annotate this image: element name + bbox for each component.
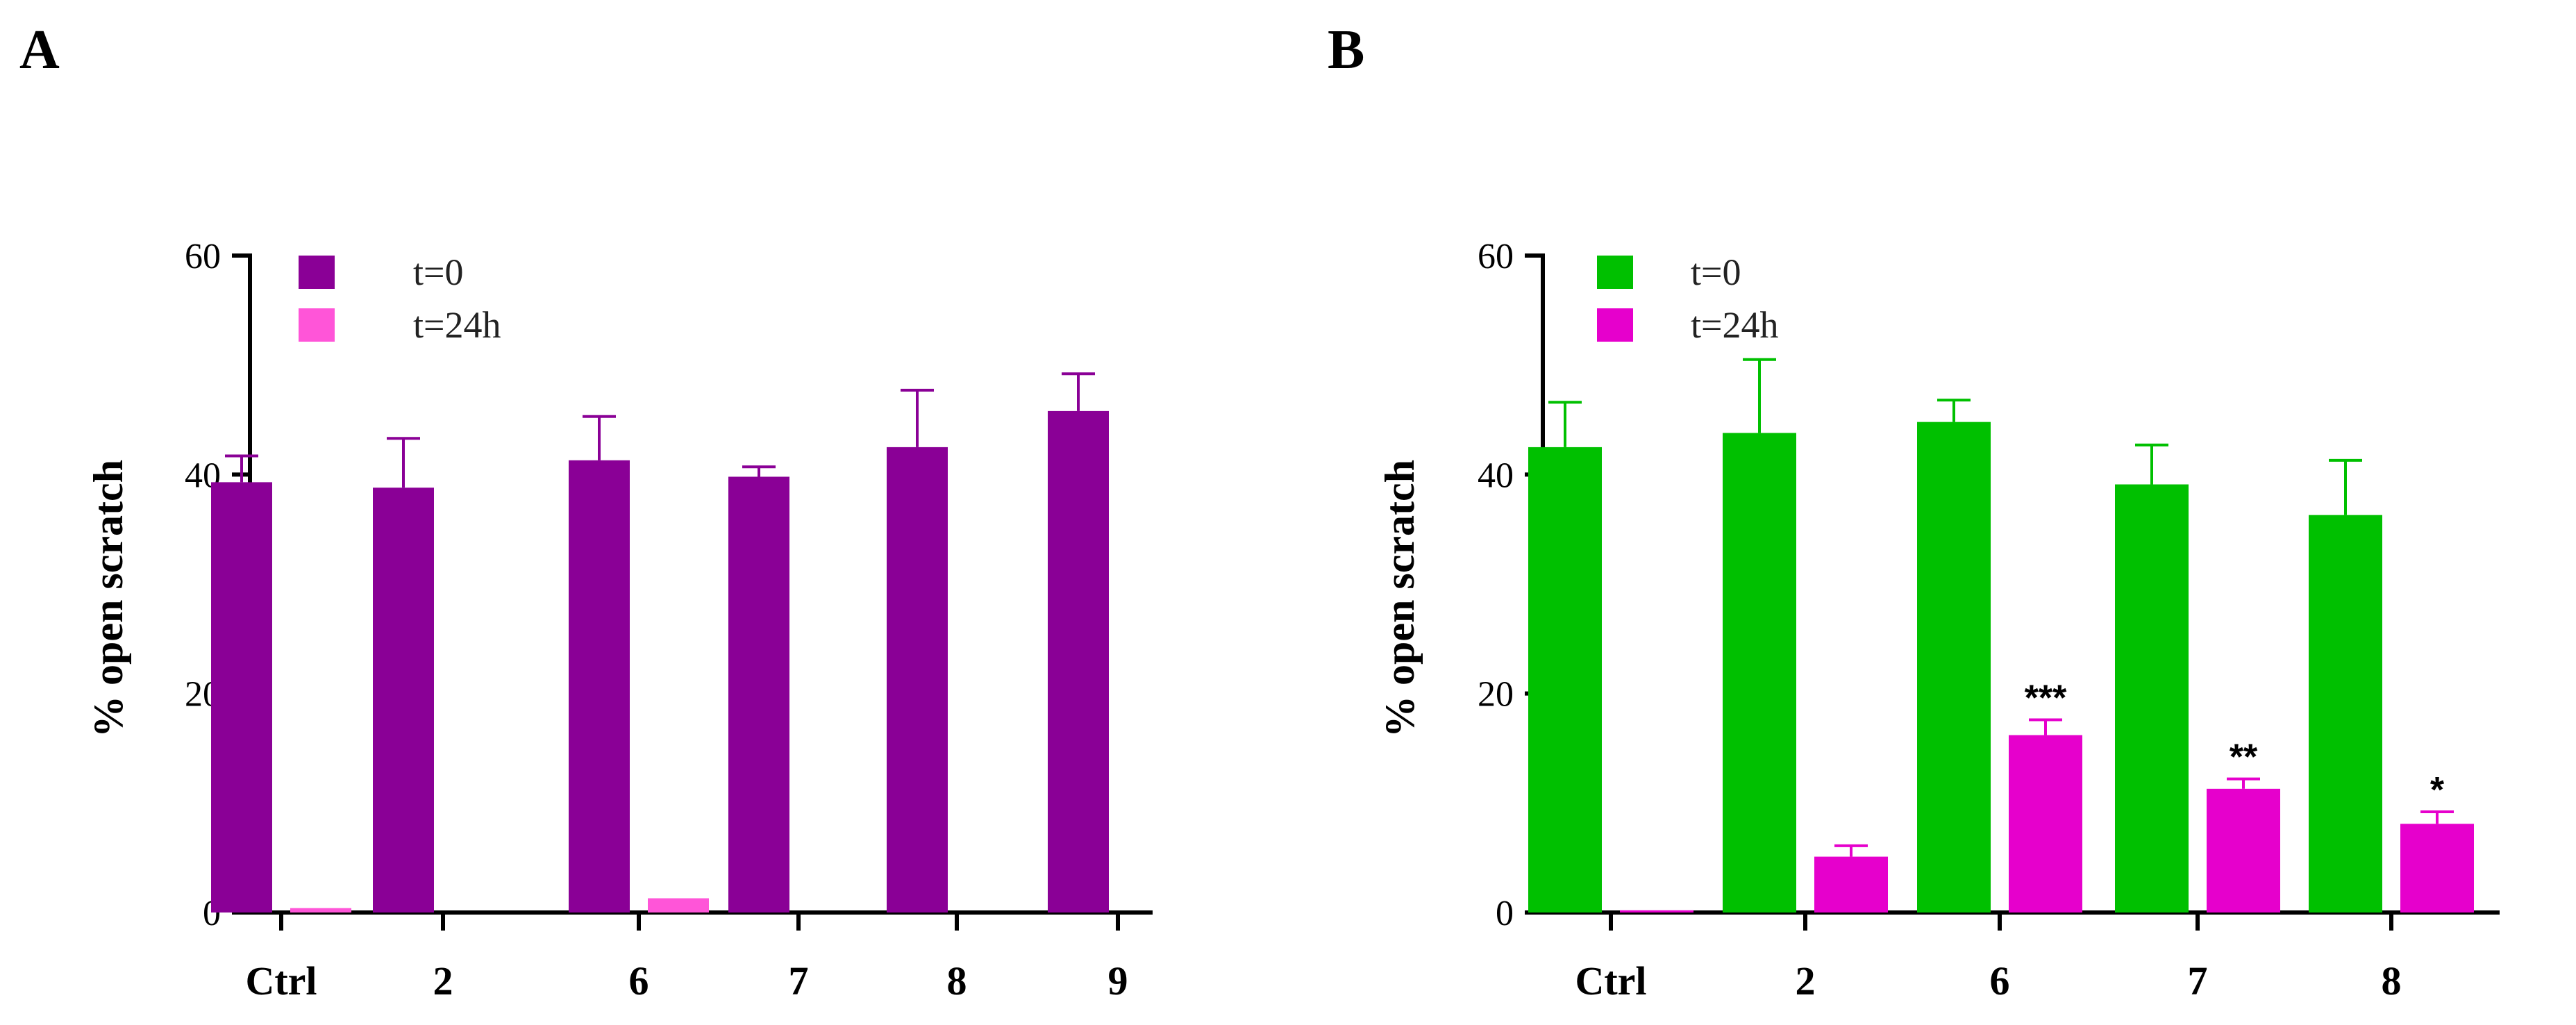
panel-b-y-tick-label: 0 [1496,894,1514,933]
panel-b-significance-label: *** [2025,678,2067,719]
panel-b-x-tick-label: 6 [1990,958,2010,1003]
panel-b-bar-t-0 [2309,515,2382,912]
panel-a-legend-swatch [299,308,335,342]
panel-b-y-tick-label: 60 [1478,237,1514,276]
panel-b-bar-t-0 [1917,422,1991,912]
panel-a-bar-t-24h [648,898,709,912]
panel-b-bar-t-0 [1723,433,1796,912]
panel-a-bar-t-24h [290,908,351,912]
panel-b-bar-t-0 [1528,447,1602,912]
panel-a-bar-t-0 [887,447,948,912]
panel-b-bar-t-24h [2400,824,2474,912]
panel-b-bar-t-24h [2207,788,2280,912]
panel-b-y-tick-label: 20 [1478,675,1514,715]
panel-b-significance-label: ** [2230,738,2258,778]
panel-a-letter: A [19,19,60,81]
panel-b-bar-t-24h [1620,910,1693,912]
panel-a-x-tick-label: 9 [1108,958,1128,1003]
panel-b-x-tick-label: 8 [2382,958,2402,1003]
panel-a-legend-swatch [299,256,335,289]
panel-a-bar-t-0 [569,460,630,912]
panel-b-plot: 0 20 40 60 Ctrl 2 6 *** 7 ** 8 * t=0 t=24h [1478,237,2500,1003]
panel-b-legend-swatch [1597,308,1633,342]
panel-b-bar-t-0 [2115,484,2189,912]
panel-a-bar-t-0 [373,488,434,912]
panel-b-legend-swatch [1597,256,1633,289]
panel-a-x-tick-label: 2 [433,958,453,1003]
panel-b-x-tick-label: 7 [2188,958,2208,1003]
panel-a-x-tick-label: 8 [947,958,967,1003]
panel-a-bar-t-0 [728,476,789,912]
panel-b-bar-t-24h [2009,735,2082,912]
panel-a-bar-t-0 [1048,410,1109,912]
panel-a-legend-label: t=0 [413,251,463,293]
panel-b-legend-label: t=24h [1691,304,1778,346]
panel-b-legend-label: t=0 [1691,251,1741,293]
panel-b-y-axis-title: % open scratch [1377,460,1423,738]
panel-b-x-tick-label: Ctrl [1575,958,1646,1003]
panel-b-y-tick-label: 40 [1478,456,1514,495]
panel-b-x-tick-label: 2 [1796,958,1816,1003]
panel-b: B % open scratch 0 20 40 60 Ctrl 2 6 *** 7 ** 8 * t=… [1328,19,2500,1003]
panel-a-x-tick-label: Ctrl [245,958,317,1003]
panel-b-bar-t-24h [1814,856,1888,912]
panel-b-significance-label: * [2430,770,2445,810]
panel-a-y-axis-title: % open scratch [85,460,131,738]
panel-a-y-tick-label: 60 [185,237,221,276]
panel-a-legend-label: t=24h [413,304,501,346]
panel-a-x-tick-label: 6 [629,958,649,1003]
panel-a-bar-t-0 [211,482,272,912]
panel-a-x-tick-label: 7 [789,958,809,1003]
panel-b-letter: B [1328,19,1364,81]
